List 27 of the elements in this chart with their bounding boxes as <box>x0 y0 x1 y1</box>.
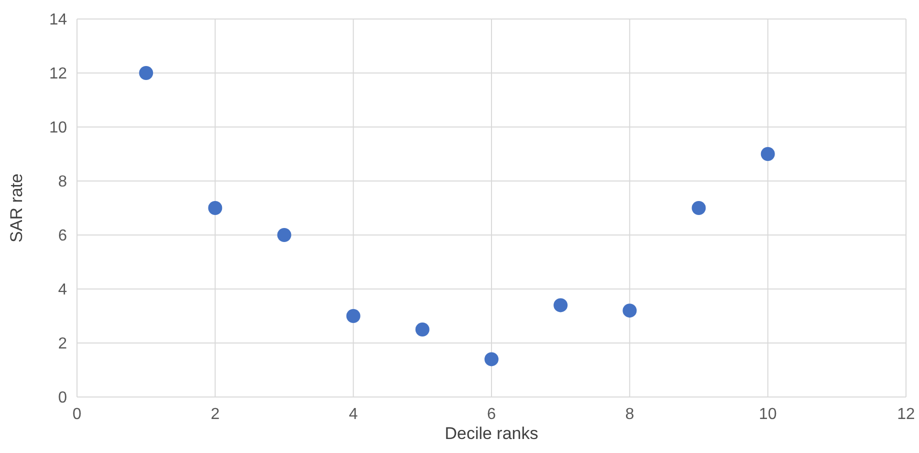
x-tick-label: 8 <box>625 406 634 423</box>
point <box>484 352 498 366</box>
y-tick-label: 8 <box>58 174 68 191</box>
y-tick-label: 12 <box>49 66 68 83</box>
point <box>415 322 430 336</box>
x-tick-label: 12 <box>897 406 915 423</box>
x-tick-label: 4 <box>348 406 358 423</box>
y-tick-label: 2 <box>58 336 68 353</box>
x-tick-label: 6 <box>487 406 496 423</box>
x-axis-title: Decile ranks <box>444 424 538 443</box>
point <box>554 298 568 312</box>
y-tick-label: 14 <box>49 12 68 29</box>
point <box>139 66 154 80</box>
point <box>277 228 292 242</box>
point <box>760 147 775 161</box>
x-tick-label: 10 <box>758 406 777 423</box>
y-tick-label: 10 <box>49 120 68 137</box>
y-tick-label: 0 <box>58 390 68 407</box>
y-axis-title: SAR rate <box>7 174 26 242</box>
x-tick-label: 0 <box>72 406 82 423</box>
point <box>208 201 222 215</box>
point <box>622 304 637 318</box>
y-tick-label: 6 <box>58 228 68 245</box>
x-tick-label: 2 <box>210 406 220 423</box>
point <box>346 309 360 323</box>
y-tick-label: 4 <box>58 282 68 299</box>
point <box>692 201 706 215</box>
